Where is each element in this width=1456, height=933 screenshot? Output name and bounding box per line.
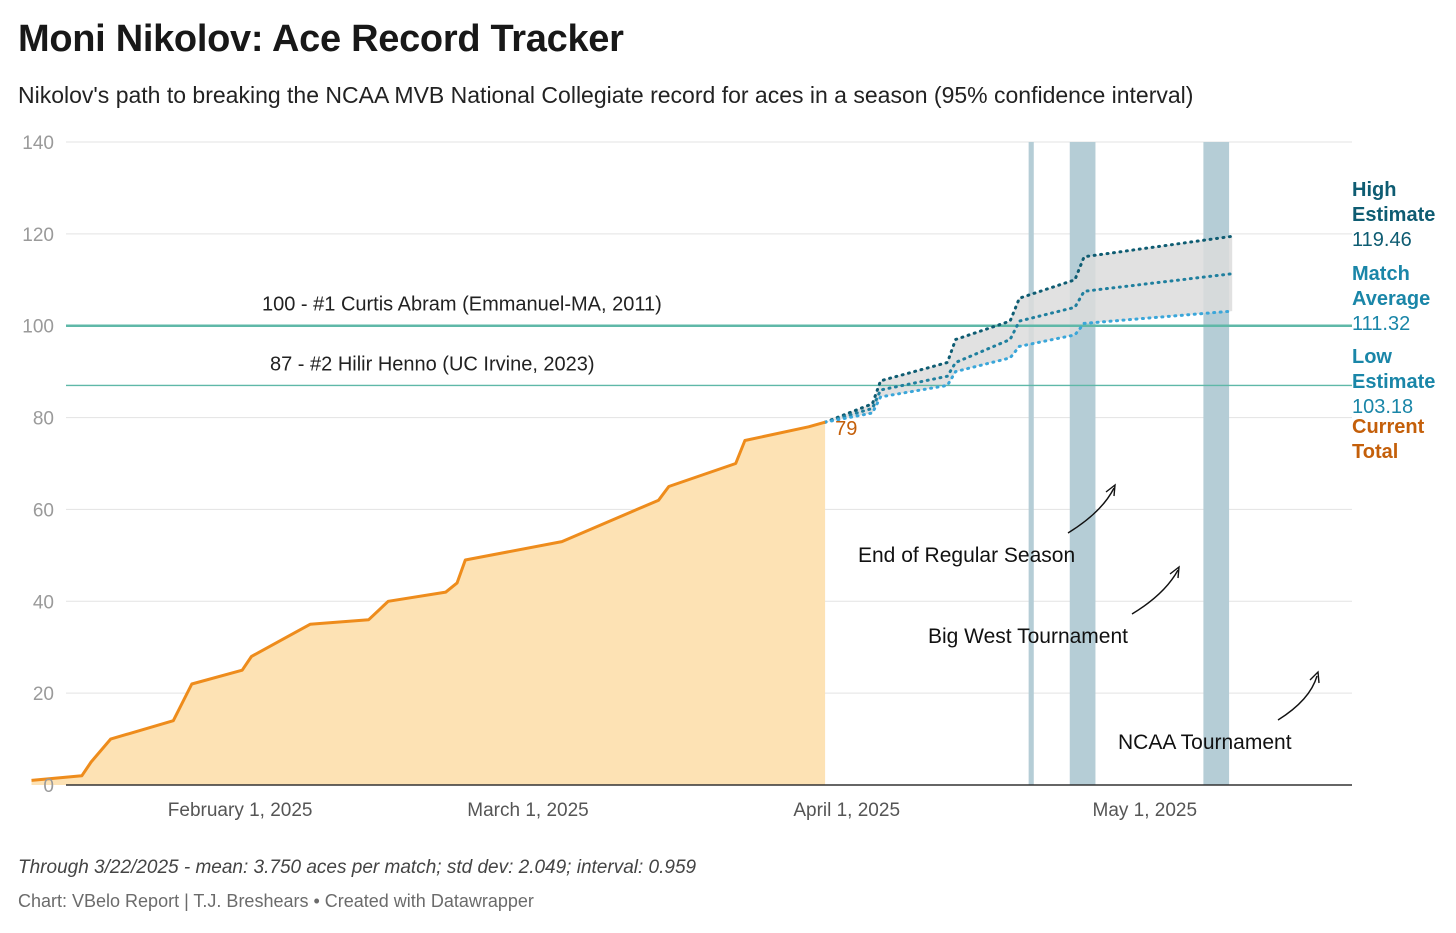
y-tick-label-20: 20 bbox=[33, 684, 54, 705]
match-average-label-line1: Match bbox=[1352, 263, 1410, 285]
y-tick-label-80: 80 bbox=[33, 409, 54, 430]
projection-lines bbox=[823, 234, 1234, 424]
annotations: End of Regular Season Big West Tournamen… bbox=[858, 483, 1320, 754]
y-tick-label-40: 40 bbox=[33, 592, 54, 613]
current-total-label-line2: Total bbox=[1352, 441, 1398, 463]
high-estimate-label-line2: Estimate bbox=[1352, 204, 1435, 226]
end-labels: High Estimate 119.46 Match Average 111.3… bbox=[1352, 179, 1435, 463]
confidence-band bbox=[825, 236, 1233, 423]
low-estimate-value: 103.18 bbox=[1352, 396, 1413, 418]
current-total-label-line1: Current bbox=[1352, 416, 1425, 438]
match-average-value: 111.32 bbox=[1352, 313, 1410, 335]
chart-title: Moni Nikolov: Ace Record Tracker bbox=[18, 18, 624, 60]
actual-series-line bbox=[31, 420, 826, 782]
match-average-label-line2: Average bbox=[1352, 288, 1430, 310]
reference-lines: 100 - #1 Curtis Abram (Emmanuel-MA, 2011… bbox=[66, 294, 1352, 387]
projection-line-low-estimate bbox=[823, 309, 1234, 424]
y-tick-label-0: 0 bbox=[43, 776, 54, 797]
low-estimate-label-line1: Low bbox=[1352, 346, 1392, 368]
high-estimate-label-line1: High bbox=[1352, 179, 1396, 201]
annotation-big-west-tournament: Big West Tournament bbox=[928, 625, 1128, 648]
annotation-arrowhead-end-regular-season bbox=[1105, 483, 1116, 497]
reference-label-100: 100 - #1 Curtis Abram (Emmanuel-MA, 2011… bbox=[262, 294, 662, 316]
x-tick-label-0: February 1, 2025 bbox=[168, 800, 313, 821]
chart-subtitle: Nikolov's path to breaking the NCAA MVB … bbox=[18, 82, 1194, 108]
high-estimate-value: 119.46 bbox=[1352, 229, 1412, 251]
shaded-period-end-of-regular-season bbox=[1028, 142, 1034, 785]
projection-line-match-average bbox=[823, 272, 1234, 424]
current-total-value: 79 bbox=[835, 418, 857, 440]
confidence-band-area bbox=[825, 236, 1233, 423]
low-estimate-label-line2: Estimate bbox=[1352, 371, 1435, 393]
reference-label-87: 87 - #2 Hilir Henno (UC Irvine, 2023) bbox=[270, 353, 595, 375]
annotation-end-regular-season: End of Regular Season bbox=[858, 544, 1075, 567]
annotation-arrowhead-ncaa-tournament bbox=[1309, 670, 1320, 684]
annotation-arrow-end-regular-season bbox=[1067, 487, 1115, 534]
annotation-arrowhead-big-west-tournament bbox=[1169, 565, 1180, 579]
actual-line: 79 bbox=[31, 418, 857, 782]
x-tick-label-1: March 1, 2025 bbox=[467, 800, 588, 821]
y-tick-label-60: 60 bbox=[33, 500, 54, 521]
y-tick-label-140: 140 bbox=[22, 133, 54, 154]
shaded-periods bbox=[1028, 142, 1230, 785]
actual-area bbox=[31, 422, 826, 785]
chart-notes: Through 3/22/2025 - mean: 3.750 aces per… bbox=[18, 857, 697, 878]
annotation-arrow-ncaa-tournament bbox=[1277, 675, 1318, 721]
x-tick-label-3: May 1, 2025 bbox=[1093, 800, 1198, 821]
actual-area-fill bbox=[31, 422, 826, 785]
shaded-period-big-west-tournament bbox=[1069, 142, 1096, 785]
chart-credit: Chart: VBelo Report | T.J. Breshears • C… bbox=[18, 891, 534, 911]
annotation-ncaa-tournament: NCAA Tournament bbox=[1118, 731, 1292, 754]
y-tick-label-120: 120 bbox=[22, 225, 54, 246]
x-tick-label-2: April 1, 2025 bbox=[793, 800, 900, 821]
annotation-arrow-big-west-tournament bbox=[1131, 569, 1179, 615]
y-tick-label-100: 100 bbox=[22, 317, 54, 338]
axes: 0 20 40 60 80 100 120 140 February 1, 2025 March … bbox=[22, 133, 1352, 821]
